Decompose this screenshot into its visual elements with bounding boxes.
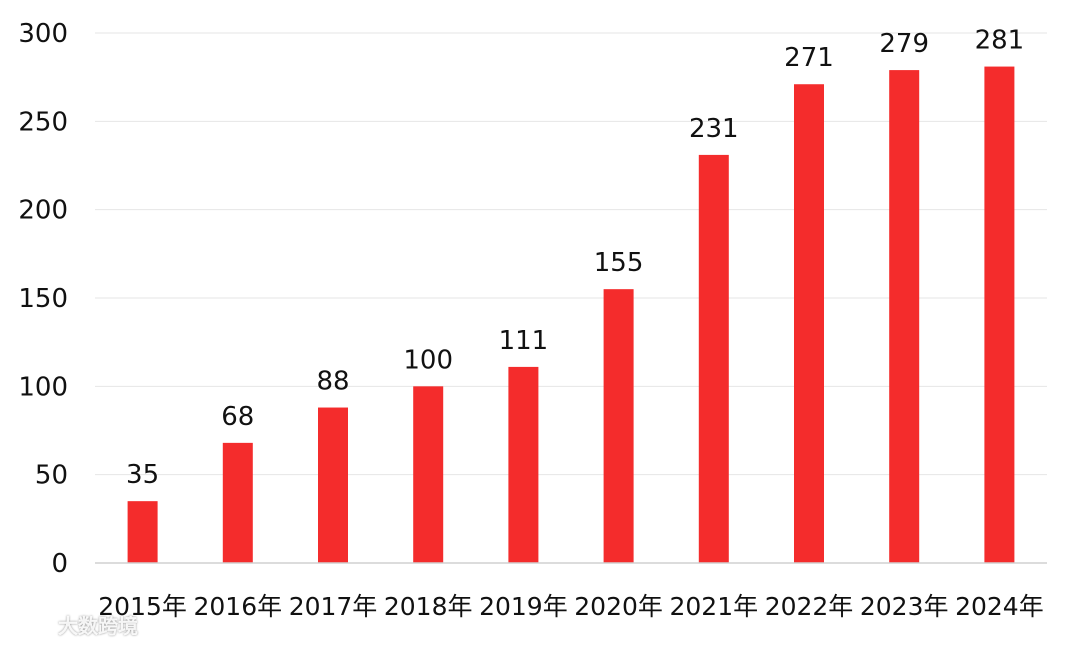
watermark-text: 大数跨境: [58, 614, 138, 638]
bar: [889, 70, 920, 563]
x-axis-ticks: 2015年 2016年 2017年 2018年 2019年 2020年 2021年 2022年…: [98, 592, 1043, 621]
bar: [127, 501, 158, 563]
bar: [698, 154, 729, 563]
data-label: 88: [316, 367, 349, 397]
x-tick-label: 2021年: [669, 592, 758, 621]
data-label: 155: [594, 248, 644, 278]
bar: [413, 386, 444, 563]
x-tick-label: 2022年: [765, 592, 854, 621]
y-axis-ticks: 0 50 100 150 200 250 300: [18, 19, 68, 579]
x-tick-label: 2017年: [289, 592, 378, 621]
bar: [603, 289, 634, 563]
bars: [127, 66, 1015, 564]
bar: [984, 66, 1015, 564]
y-tick-label: 150: [18, 284, 68, 314]
bar: [508, 366, 539, 563]
x-tick-label: 2019年: [479, 592, 568, 621]
x-tick-label: 2023年: [860, 592, 949, 621]
y-tick-label: 0: [51, 549, 68, 579]
y-tick-label: 50: [35, 461, 68, 491]
y-tick-label: 200: [18, 196, 68, 226]
data-label: 279: [879, 29, 929, 59]
logo-icon: [14, 614, 50, 634]
data-label: 271: [784, 43, 834, 73]
data-labels: 35 68 88 100 111 155 231 271 279 281: [126, 26, 1024, 491]
y-tick-label: 300: [18, 19, 68, 49]
x-tick-label: 2024年: [955, 592, 1044, 621]
x-tick-label: 2015年: [98, 592, 187, 621]
data-label: 35: [126, 460, 159, 490]
y-tick-label: 100: [18, 372, 68, 402]
data-label: 68: [221, 402, 254, 432]
grid-lines: [95, 32, 1047, 476]
x-tick-label: 2018年: [384, 592, 473, 621]
x-tick-label: 2020年: [574, 592, 663, 621]
data-label: 281: [975, 26, 1025, 56]
bar: [318, 407, 348, 563]
bar: [794, 84, 824, 563]
watermark: 大数跨境: [12, 610, 138, 639]
data-label: 231: [689, 114, 739, 144]
data-label: 100: [403, 345, 453, 375]
data-label: 111: [499, 326, 549, 356]
bar: [222, 442, 253, 563]
y-tick-label: 250: [18, 107, 68, 137]
x-tick-label: 2016年: [193, 592, 282, 621]
